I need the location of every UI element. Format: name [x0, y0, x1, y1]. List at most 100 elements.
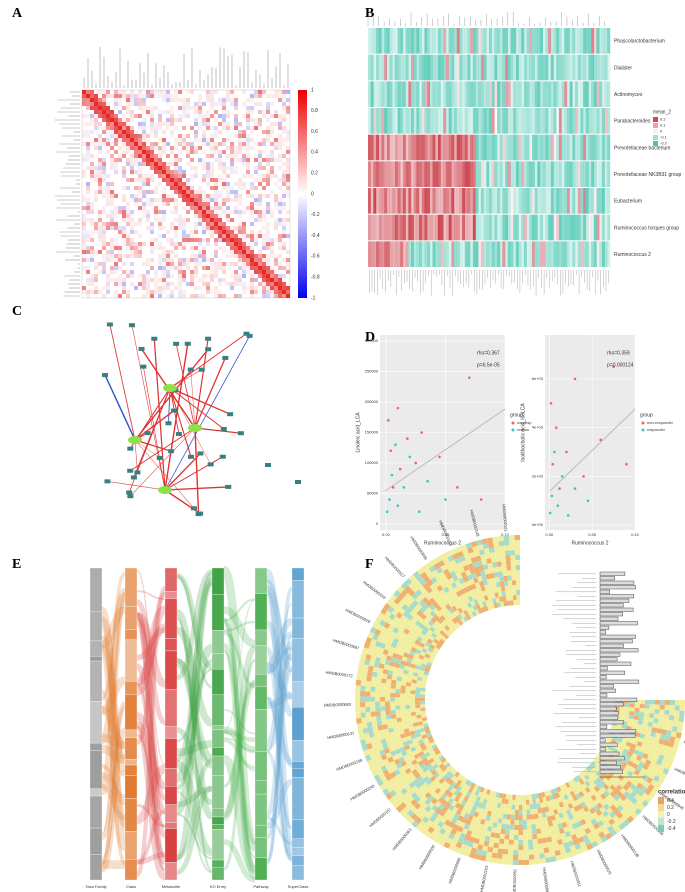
ring-cell [386, 678, 392, 684]
ring-cell [576, 780, 582, 787]
ring-cell [420, 663, 427, 669]
matrix-cell [118, 250, 122, 254]
matrix-cell [234, 230, 238, 234]
matrix-cell [114, 262, 118, 266]
matrix-cell [182, 190, 186, 194]
matrix-cell [122, 130, 126, 134]
ring-cell [401, 720, 408, 726]
heat-cell [429, 214, 433, 241]
matrix-cell [286, 170, 290, 174]
matrix-cell [154, 162, 158, 166]
matrix-cell [90, 106, 94, 110]
heat-cell [564, 108, 568, 134]
ring-cell [400, 709, 406, 714]
ring-cell [591, 840, 599, 848]
ring-cell [379, 619, 387, 627]
heat-cell [464, 28, 468, 54]
matrix-cell [186, 162, 190, 166]
matrix-cell [278, 274, 282, 278]
heat-cell [408, 241, 412, 267]
matrix-cell [198, 194, 202, 198]
matrix-cell [286, 210, 290, 214]
heat-cell [499, 54, 503, 81]
ring-cell [546, 816, 552, 822]
heat-cell [507, 134, 511, 161]
matrix-cell [170, 110, 174, 114]
matrix-cell [154, 290, 158, 294]
heat-cell [521, 81, 525, 107]
ring-cell [420, 701, 426, 705]
ring-cell [424, 632, 432, 639]
matrix-cell [202, 294, 206, 298]
matrix-cell [254, 198, 258, 202]
node [140, 364, 147, 369]
ring-cell [382, 758, 390, 766]
heat-cell [376, 134, 379, 161]
matrix-cell [106, 190, 110, 194]
matrix-cell [122, 262, 126, 266]
matrix-cell [86, 270, 90, 274]
ring-cell [537, 838, 543, 844]
heat-cell [502, 161, 506, 187]
heat-cell [545, 54, 549, 81]
matrix-cell [118, 126, 122, 130]
heat-cell [429, 108, 433, 134]
matrix-cell [238, 130, 242, 134]
heat-cell [599, 108, 603, 134]
heat-cell [368, 188, 371, 214]
matrix-cell [250, 282, 254, 286]
matrix-cell [142, 154, 146, 158]
heat-cell [454, 54, 457, 81]
matrix-cell [210, 162, 214, 166]
heat-cell [405, 134, 409, 161]
ring-cell [444, 579, 451, 587]
matrix-cell [218, 122, 222, 126]
ring-cell [427, 620, 435, 627]
ring-cell [380, 701, 386, 707]
matrix-cell [154, 106, 158, 110]
heat-cell [591, 54, 595, 81]
ring-cell [398, 650, 405, 657]
matrix-cell [106, 242, 110, 246]
ring-cell [405, 778, 413, 785]
ring-cell [430, 769, 438, 776]
matrix-cell [138, 190, 142, 194]
ring-cell [561, 837, 568, 844]
matrix-cell [102, 266, 106, 270]
heat-cell [384, 188, 388, 214]
ring-cell [518, 829, 524, 835]
heat-cell [424, 28, 428, 54]
ring-cell [369, 752, 377, 760]
matrix-cell [210, 258, 214, 262]
ring-cell [383, 780, 391, 789]
matrix-cell [106, 226, 110, 230]
heat-cell [397, 28, 401, 54]
ring-cell [444, 801, 452, 809]
matrix-cell [274, 146, 278, 150]
ring-cell [669, 736, 676, 743]
ring-cell [389, 771, 397, 779]
ring-cell [445, 573, 453, 580]
ring-cell [642, 738, 649, 745]
ring-cell [584, 786, 591, 794]
heat-cell [601, 108, 605, 134]
ring-cell [572, 838, 580, 846]
matrix-cell [90, 174, 94, 178]
stratum [89, 660, 103, 702]
ring-cell [443, 841, 451, 849]
legend-label: 0 [660, 129, 663, 134]
matrix-cell [122, 138, 126, 142]
colorbar-label: 0.4 [311, 150, 318, 156]
matrix-cell [114, 294, 118, 298]
ring-cell [503, 839, 510, 845]
matrix-cell [202, 266, 206, 270]
matrix-cell [106, 202, 110, 206]
matrix-cell [106, 278, 110, 282]
matrix-cell [162, 258, 166, 262]
heat-cell [494, 188, 498, 214]
heat-cell [505, 214, 509, 241]
ring-cell [380, 682, 387, 688]
matrix-cell [170, 226, 174, 230]
edge [164, 335, 250, 491]
heat-cell [427, 214, 431, 241]
